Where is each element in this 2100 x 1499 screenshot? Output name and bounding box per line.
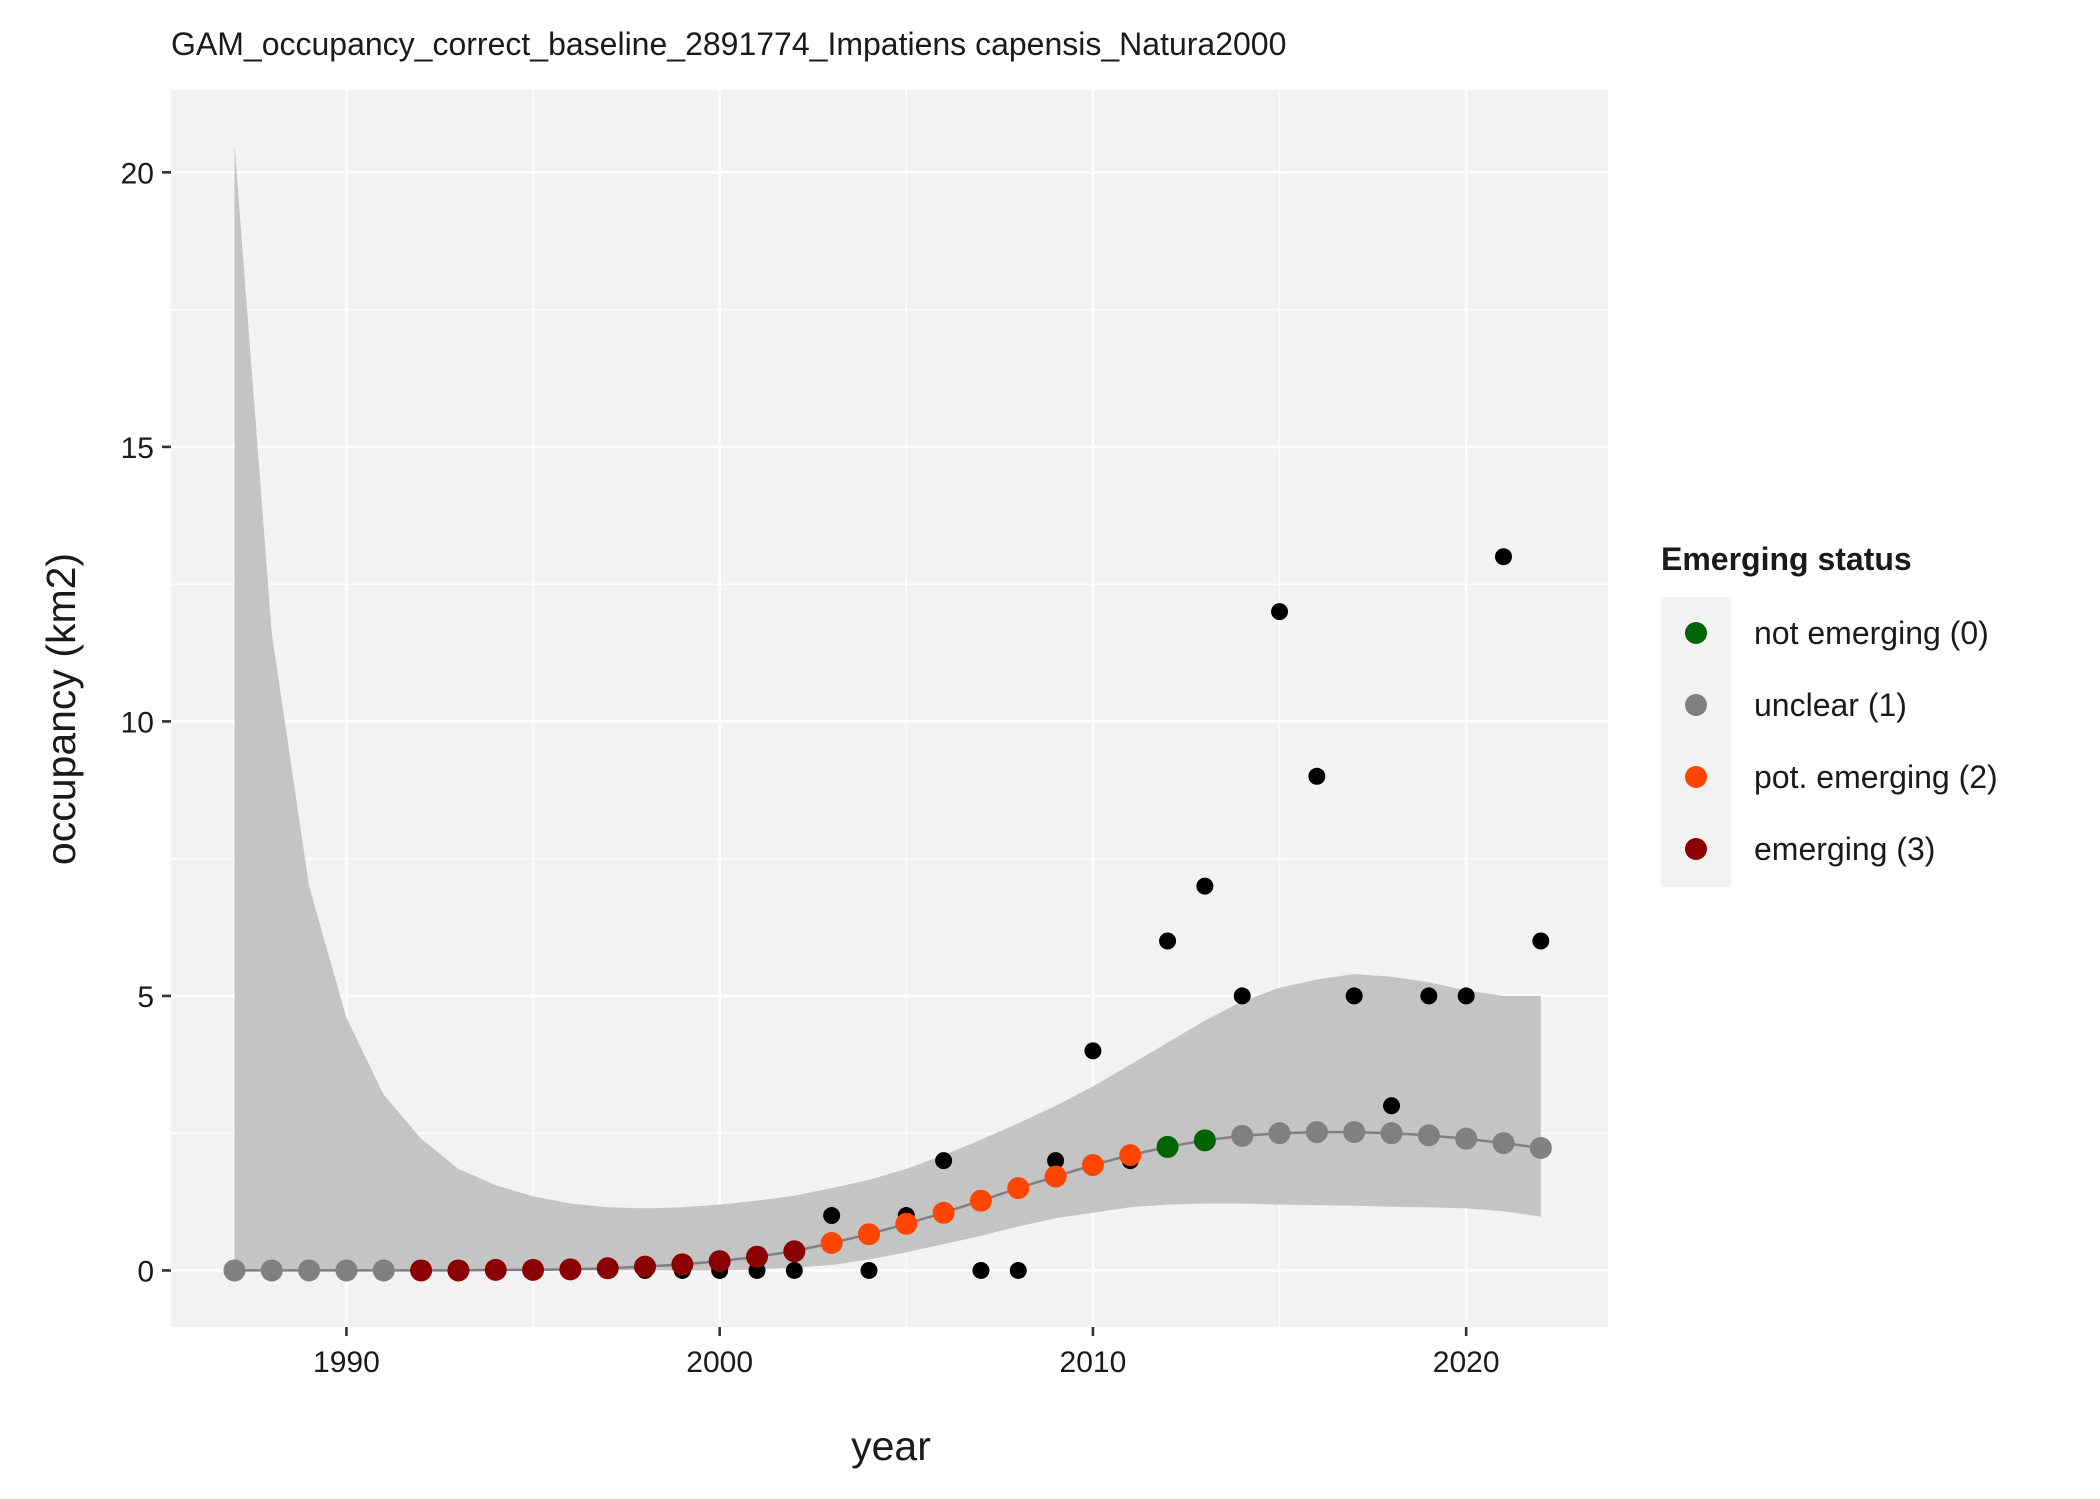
fitted-point <box>1417 1124 1440 1147</box>
observed-point <box>1345 987 1363 1005</box>
fitted-point <box>1343 1121 1366 1144</box>
fitted-point <box>671 1253 694 1276</box>
y-tick-label: 10 <box>121 706 154 739</box>
fitted-point <box>745 1245 768 1268</box>
fitted-point <box>1268 1122 1291 1145</box>
y-tick-label: 5 <box>137 981 154 1014</box>
legend-label: emerging (3) <box>1754 831 1935 867</box>
fitted-point <box>708 1250 731 1273</box>
observed-point <box>1457 987 1475 1005</box>
observed-point <box>1271 603 1289 621</box>
legend: Emerging status not emerging (0) unclear … <box>1661 541 1998 887</box>
fitted-point <box>1305 1121 1328 1144</box>
grid-minor <box>159 90 1608 1327</box>
fitted-point <box>820 1231 843 1254</box>
observed-point <box>935 1152 953 1170</box>
fitted-point <box>1455 1127 1478 1150</box>
observed-point <box>823 1207 841 1225</box>
fitted-point <box>260 1259 283 1282</box>
observed-point <box>1009 1261 1027 1279</box>
x-tick-label: 2020 <box>1433 1346 1500 1379</box>
fitted-points <box>223 1121 1552 1282</box>
legend-key <box>1685 694 1707 716</box>
fitted-point <box>596 1257 619 1280</box>
fitted-point <box>783 1240 806 1263</box>
observed-point <box>785 1261 803 1279</box>
fitted-point <box>1380 1122 1403 1145</box>
fitted-point <box>410 1259 433 1282</box>
chart-title: GAM_occupancy_correct_baseline_2891774_I… <box>171 26 1286 62</box>
fitted-point <box>447 1259 470 1282</box>
y-tick-label: 15 <box>121 432 154 465</box>
fitted-point <box>634 1255 657 1278</box>
y-axis: 0 5 10 15 20 <box>121 157 171 1288</box>
x-tick-label: 2000 <box>686 1346 753 1379</box>
observed-point <box>1494 548 1512 566</box>
legend-label: unclear (1) <box>1754 687 1907 723</box>
confidence-ribbon <box>234 144 1541 1271</box>
fitted-point <box>372 1259 395 1282</box>
x-axis-label: year <box>851 1423 931 1469</box>
x-tick-label: 2010 <box>1060 1346 1127 1379</box>
fitted-point <box>1007 1177 1030 1200</box>
observed-point <box>860 1261 878 1279</box>
fitted-point <box>1529 1137 1552 1160</box>
observed-point <box>1532 932 1550 950</box>
observed-point <box>1084 1042 1102 1060</box>
legend-label: pot. emerging (2) <box>1754 759 1998 795</box>
x-tick-label: 1990 <box>313 1346 380 1379</box>
observed-point <box>1308 767 1326 785</box>
observed-point <box>1233 987 1251 1005</box>
y-tick-label: 0 <box>137 1255 154 1288</box>
fitted-point <box>895 1212 918 1235</box>
legend-items: not emerging (0) unclear (1) pot. emerging… <box>1685 615 1998 867</box>
legend-key <box>1685 838 1707 860</box>
x-axis: 1990 2000 2010 2020 <box>313 1327 1500 1379</box>
observed-point <box>1159 932 1177 950</box>
fitted-point <box>932 1201 955 1224</box>
fitted-point <box>1156 1135 1179 1158</box>
fitted-point <box>1492 1132 1515 1155</box>
fitted-point <box>857 1223 880 1246</box>
fitted-point <box>484 1258 507 1281</box>
fitted-point <box>1193 1129 1216 1152</box>
fitted-point <box>559 1258 582 1281</box>
observed-point <box>1196 877 1214 895</box>
legend-key <box>1685 766 1707 788</box>
legend-key <box>1685 622 1707 644</box>
fitted-point <box>223 1259 246 1282</box>
observed-point <box>972 1261 990 1279</box>
fitted-point <box>1081 1154 1104 1177</box>
observed-point <box>1420 987 1438 1005</box>
y-axis-label: occupancy (km2) <box>38 553 84 865</box>
fitted-point <box>1044 1165 1067 1188</box>
legend-label: not emerging (0) <box>1754 615 1989 651</box>
observed-point <box>1383 1097 1401 1115</box>
fitted-point <box>335 1259 358 1282</box>
fitted-point <box>522 1258 545 1281</box>
observed-point <box>1047 1152 1065 1170</box>
fitted-point <box>298 1259 321 1282</box>
fitted-point <box>1119 1144 1142 1167</box>
y-tick-label: 20 <box>121 157 154 190</box>
fitted-point <box>969 1189 992 1212</box>
legend-title: Emerging status <box>1661 541 1912 577</box>
fitted-point <box>1231 1124 1254 1147</box>
